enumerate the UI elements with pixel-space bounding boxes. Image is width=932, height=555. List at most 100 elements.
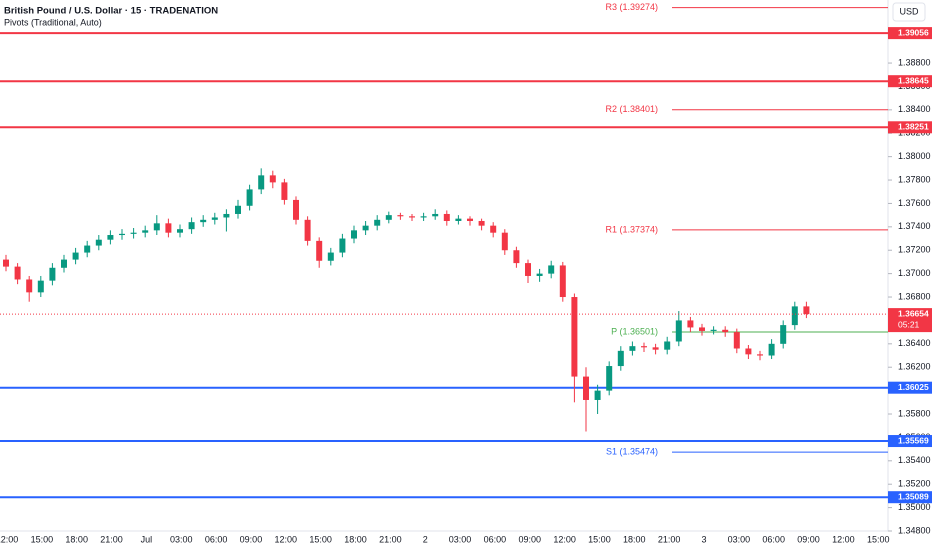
candle-body [269,175,276,183]
candle-body [525,263,531,276]
candle-body [246,189,253,206]
price-axis: 1.348001.350001.352001.354001.356001.358… [888,27,932,535]
candle-body [327,252,334,261]
price-tag-label: 1.35569 [898,435,929,445]
candle-body [119,233,125,236]
x-tick-label: Jul [141,534,153,544]
x-tick-label: 18:00 [65,534,88,544]
y-tick-label: 1.37000 [898,268,931,278]
x-tick-label: 12:00 [832,534,855,544]
candle-body [130,232,137,234]
candle-body [606,366,613,391]
candle-body [14,266,21,280]
x-tick-label: 09:00 [797,534,820,544]
x-tick-label: 15:00 [31,534,54,544]
x-tick-label: 03:00 [170,534,193,544]
candle-body [153,223,160,231]
candle-body [142,230,149,233]
price-tag [888,435,932,448]
candle-body [722,329,729,333]
y-tick-label: 1.36400 [898,338,931,348]
candle-body [304,219,311,241]
candle-body [583,376,589,400]
candle-body [699,327,705,331]
x-tick-label: 3 [701,534,706,544]
x-tick-label: 12:00 [275,534,298,544]
price-tag [888,381,932,394]
candle-body [780,325,787,344]
y-tick-label: 1.37400 [898,221,931,231]
candle-body [339,238,346,253]
candle-body [791,306,798,326]
candle-body [675,320,682,342]
pivot-label: R3 (1.39274) [605,2,658,12]
candle-body [37,280,44,293]
y-tick-label: 1.35200 [898,479,931,489]
candle-body [803,306,810,315]
chart-title: British Pound / U.S. Dollar · 15 · TRADE… [4,6,218,17]
pivot-label: S1 (1.35474) [606,447,658,457]
candle-body [745,348,752,355]
candle-body [223,213,230,218]
currency[interactable]: USD [899,6,919,16]
candle-body [548,265,555,274]
y-tick-label: 1.34800 [898,525,931,535]
candle-body [432,213,439,217]
x-tick-label: 15:00 [588,534,611,544]
x-tick-label: 09:00 [240,534,263,544]
x-tick-label: 09:00 [518,534,541,544]
price-tag-label: 1.38251 [898,122,929,132]
price-tag-label: 1.38645 [898,75,929,85]
candle-body [188,222,195,230]
y-tick-label: 1.38800 [898,57,931,67]
candle-body [351,230,357,239]
x-tick-label: 15:00 [309,534,332,544]
y-tick-label: 1.35400 [898,455,931,465]
currency-box[interactable] [892,2,926,22]
candle-body [211,217,218,220]
y-tick-label: 1.36200 [898,362,931,372]
candle-body [385,215,392,220]
candle-body [316,240,323,261]
candle-body [733,332,740,349]
x-tick-label: 21:00 [658,534,681,544]
indicator-name: Pivots (Traditional, Auto) [4,17,102,27]
candle-body [629,346,636,351]
candle-body [49,267,56,281]
candle-body [443,213,450,221]
candle-body [571,297,578,377]
candle-body [768,343,775,356]
candle-body [594,390,601,400]
x-tick-label: 2 [423,534,428,544]
last-price-label: 1.36654 [898,308,929,318]
y-tick-label: 1.38400 [898,104,931,114]
candle-body [235,205,241,214]
candle-body [72,252,79,260]
candle-body [165,223,172,233]
candle-body [107,235,114,240]
y-tick-label: 1.35800 [898,408,931,418]
candle-body [710,329,717,331]
candle-body [409,216,415,218]
price-tag [888,75,932,88]
x-tick-label: 03:00 [449,534,472,544]
candle-body [513,250,520,264]
candle-body [177,229,183,233]
x-tick-label: 06:00 [762,534,785,544]
candle-body [536,273,543,276]
y-tick-label: 1.35000 [898,502,931,512]
x-tick-label: 18:00 [623,534,646,544]
candle-body [559,265,566,298]
candle-body [757,354,763,356]
candle-body [3,259,9,267]
candle-body [84,245,91,253]
candle-body [95,239,102,246]
pivot-label: P (1.36501) [611,326,658,336]
candle-body [61,259,67,268]
candle-body [258,175,265,190]
candle-body [374,219,381,226]
price-tag [888,121,932,134]
x-tick-label: 12:00 [0,534,18,544]
